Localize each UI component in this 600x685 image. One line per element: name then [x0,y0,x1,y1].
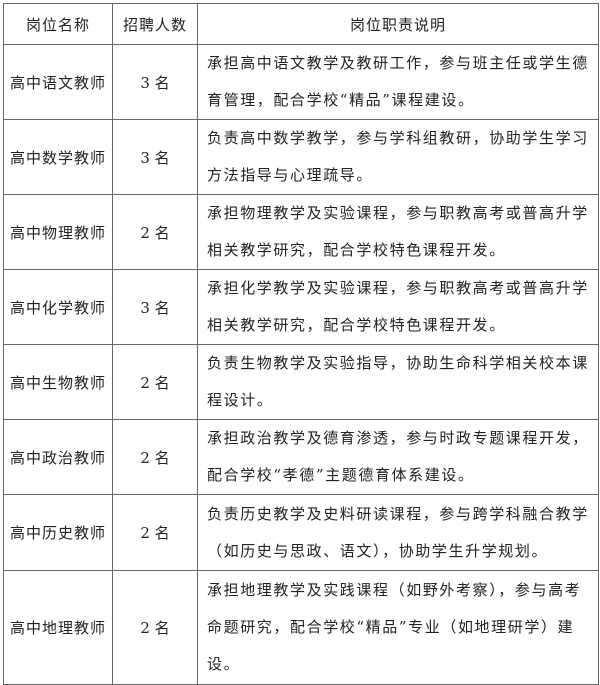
description-line: 负责高中数学教学，参与学科组教研，协助学生学习 [207,129,589,147]
duty-description: 负责生物教学及实验指导，协助生命科学相关校本课 程设计。 [197,344,599,420]
hire-count: 2 名 [112,570,198,685]
description-line: 承担物理教学及实验课程，参与职教高考或普高升学 [207,204,589,222]
position-name: 高中地理教师 [3,570,113,685]
duty-description: 承担物理教学及实验课程，参与职教高考或普高升学 相关教学研究，配合学校特色课程开发… [197,194,599,270]
description-line: 配合学校“孝德”主题德育体系建设。 [207,466,475,484]
table-row: 高中历史教师 2 名负责历史教学及史料研读课程，参与跨学科融合教学 （如历史与思政、… [3,494,599,571]
position-name: 高中化学教师 [3,269,113,345]
hire-count: 2 名 [112,194,198,270]
description-line: 负责生物教学及实验指导，协助生命科学相关校本课 [207,354,589,372]
hire-count: 2 名 [112,419,198,495]
hire-count: 3 名 [112,44,198,120]
description-line: 承担化学教学及实验课程，参与职教高考或普高升学 [207,279,589,297]
description-line: （如历史与思政、语文），协助学生升学规划。 [207,541,549,560]
duty-description: 承担政治教学及德育渗透，参与时政专题课程开发， 配合学校“孝德”主题德育体系建设。 [197,419,599,495]
duty-description: 负责历史教学及史料研读课程，参与跨学科融合教学 （如历史与思政、语文），协助学生升… [197,494,599,571]
table-row: 高中化学教师 3 名承担化学教学及实验课程，参与职教高考或普高升学 相关教学研究，配… [3,269,599,345]
hire-count: 2 名 [112,494,198,571]
position-name: 高中语文教师 [3,44,113,120]
description-line: 设。 [207,655,241,673]
hire-count: 3 名 [112,269,198,345]
header-duties: 岗位职责说明 [197,3,599,45]
description-line: 命题研究，配合学校“精品”专业（如地理研学）建 [207,618,575,636]
description-line: 相关教学研究，配合学校特色课程开发。 [207,316,506,334]
description-line: 承担地理教学及实践课程（如野外考察），参与高考 [207,581,582,599]
description-line: 承担政治教学及德育渗透，参与时政专题课程开发， [207,429,589,447]
position-name: 高中历史教师 [3,494,113,571]
position-name: 高中生物教师 [3,344,113,420]
hire-count: 3 名 [112,119,198,195]
duty-description: 负责高中数学教学，参与学科组教研，协助学生学习 方法指导与心理疏导。 [197,119,599,195]
table-row: 高中政治教师 2 名承担政治教学及德育渗透，参与时政专题课程开发， 配合学校“孝德”… [3,419,599,495]
header-position: 岗位名称 [3,3,113,45]
duty-description: 承担化学教学及实验课程，参与职教高考或普高升学 相关教学研究，配合学校特色课程开发… [197,269,599,345]
position-name: 高中政治教师 [3,419,113,495]
description-line: 承担高中语文教学及教研工作，参与班主任或学生德 [207,54,589,72]
table-row: 高中物理教师 2 名承担物理教学及实验课程，参与职教高考或普高升学 相关教学研究，配… [3,194,599,270]
table-row: 高中语文教师 3 名承担高中语文教学及教研工作，参与班主任或学生德 育管理，配合学校… [3,44,599,120]
duty-description: 承担地理教学及实践课程（如野外考察），参与高考 命题研究，配合学校“精品”专业（如… [197,570,599,685]
duty-description: 承担高中语文教学及教研工作，参与班主任或学生德 育管理，配合学校“精品”课程建设。 [197,44,599,120]
header-row: 岗位名称 招聘人数 岗位职责说明 [3,3,599,45]
position-name: 高中数学教师 [3,119,113,195]
description-line: 程设计。 [207,391,274,409]
recruitment-table: 岗位名称 招聘人数 岗位职责说明 高中语文教师 3 名承担高中语文教学及教研工作，… [3,3,599,685]
hire-count: 2 名 [112,344,198,420]
table-row: 高中地理教师 2 名承担地理教学及实践课程（如野外考察），参与高考 命题研究，配合学… [3,570,599,685]
description-line: 负责历史教学及史料研读课程，参与跨学科融合教学 [207,504,589,523]
position-name: 高中物理教师 [3,194,113,270]
table-row: 高中数学教师 3 名负责高中数学教学，参与学科组教研，协助学生学习 方法指导与心理疏… [3,119,599,195]
header-count: 招聘人数 [112,3,198,45]
description-line: 相关教学研究，配合学校特色课程开发。 [207,241,506,259]
description-line: 育管理，配合学校“精品”课程建设。 [207,91,475,109]
table-row: 高中生物教师 2 名负责生物教学及实验指导，协助生命科学相关校本课 程设计。 [3,344,599,420]
description-line: 方法指导与心理疏导。 [207,166,374,184]
